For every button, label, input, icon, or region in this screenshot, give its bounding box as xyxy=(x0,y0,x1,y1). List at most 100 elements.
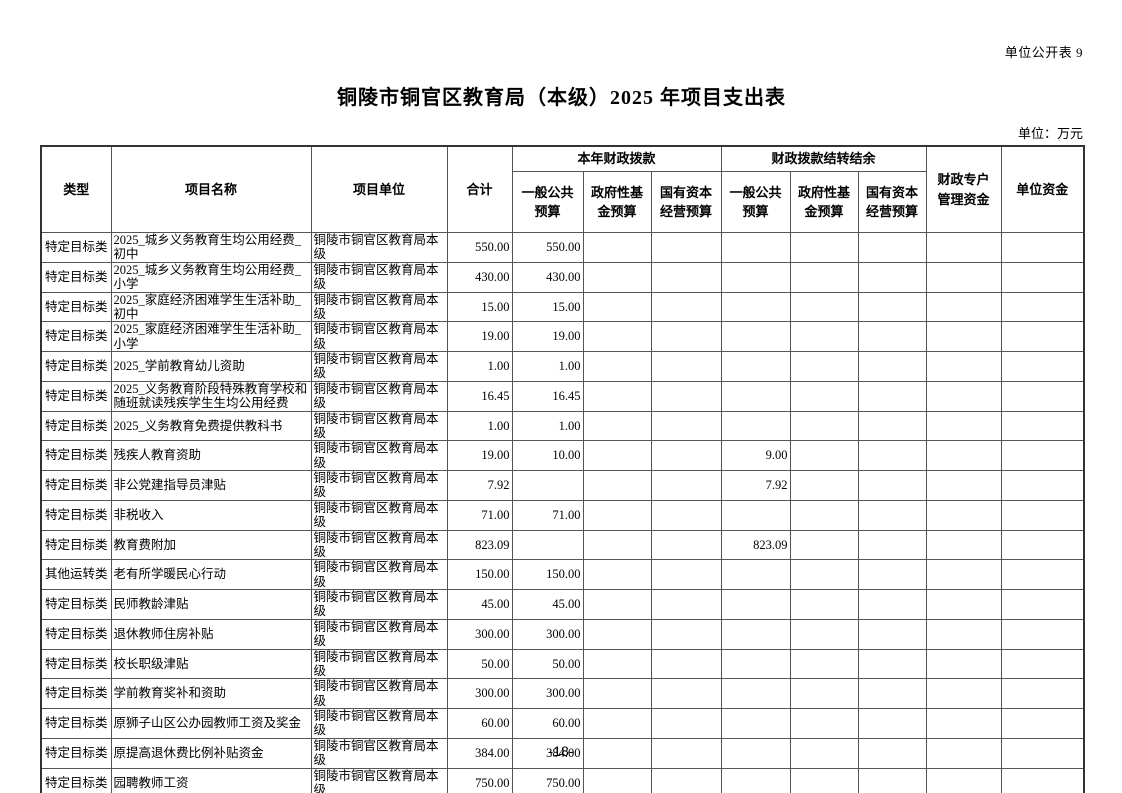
table-row: 特定目标类 2025_城乡义务教育生均公用经费_小学 铜陵市铜官区教育局本级 430.… xyxy=(40,261,1085,293)
table-row: 特定目标类 非税收入 铜陵市铜官区教育局本级 71.00 71.00 xyxy=(40,499,1085,531)
unit-funds-cell xyxy=(1000,767,1085,793)
co-statecap-cell xyxy=(857,529,927,561)
cy-general-cell: 1.00 xyxy=(511,410,584,442)
cy-statecap-cell xyxy=(650,529,722,561)
cy-govfund-cell xyxy=(582,767,652,793)
cy-statecap-cell xyxy=(650,291,722,323)
table-body: 特定目标类 2025_城乡义务教育生均公用经费_初中 铜陵市铜官区教育局本级 550.… xyxy=(40,232,1085,793)
co-govfund-cell xyxy=(789,737,859,769)
project-unit-cell: 铜陵市铜官区教育局本级 xyxy=(310,678,448,709)
unit-funds-cell xyxy=(1000,410,1085,442)
type-cell: 其他运转类 xyxy=(40,559,112,590)
co-statecap-cell xyxy=(857,559,927,590)
table-row: 特定目标类 2025_义务教育免费提供教科书 铜陵市铜官区教育局本级 1.00 1.00 xyxy=(40,410,1085,442)
special-account-cell xyxy=(925,321,1002,352)
cy-general-cell: 1.00 xyxy=(511,351,584,382)
co-statecap-cell xyxy=(857,648,927,680)
cy-govfund-cell xyxy=(582,232,652,263)
cy-govfund-cell xyxy=(582,291,652,323)
cy-general-cell xyxy=(511,470,584,501)
unit-funds-cell xyxy=(1000,291,1085,323)
project-name-cell: 老有所学暖民心行动 xyxy=(110,559,312,590)
table-header: 类型 项目名称 项目单位 合计 本年财政拨款 财政拨款结转结余 财政专户 管理资… xyxy=(40,145,1085,233)
unit-note: 单位：万元 xyxy=(1017,126,1083,141)
table-row: 特定目标类 退休教师住房补贴 铜陵市铜官区教育局本级 300.00 300.00 xyxy=(40,618,1085,650)
project-unit-cell: 铜陵市铜官区教育局本级 xyxy=(310,618,448,650)
cy-general-cell: 430.00 xyxy=(511,261,584,293)
co-govfund-cell xyxy=(789,767,859,793)
co-govfund-cell xyxy=(789,589,859,620)
unit-funds-cell xyxy=(1000,529,1085,561)
co-general-cell xyxy=(720,737,791,769)
cy-govfund-cell xyxy=(582,410,652,442)
cy-govfund-cell xyxy=(582,678,652,709)
special-account-cell xyxy=(925,708,1002,739)
table-row: 特定目标类 原狮子山区公办园教师工资及奖金 铜陵市铜官区教育局本级 60.00 60.0… xyxy=(40,708,1085,739)
co-statecap-cell xyxy=(857,767,927,793)
co-statecap-cell xyxy=(857,351,927,382)
special-account-cell xyxy=(925,351,1002,382)
cy-statecap-cell xyxy=(650,618,722,650)
cy-general-cell: 45.00 xyxy=(511,589,584,620)
special-account-cell xyxy=(925,291,1002,323)
co-govfund-cell xyxy=(789,232,859,263)
special-account-cell xyxy=(925,232,1002,263)
cy-general-cell: 19.00 xyxy=(511,321,584,352)
special-account-cell xyxy=(925,678,1002,709)
unit-funds-cell xyxy=(1000,321,1085,352)
cy-govfund-cell xyxy=(582,648,652,680)
co-govfund-cell xyxy=(789,261,859,293)
header-cy-general-public: 一般公共 预算 xyxy=(511,171,584,233)
project-unit-cell: 铜陵市铜官区教育局本级 xyxy=(310,559,448,590)
project-name-cell: 2025_家庭经济困难学生生活补助_初中 xyxy=(110,291,312,323)
special-account-cell xyxy=(925,529,1002,561)
unit-funds-cell xyxy=(1000,351,1085,382)
type-cell: 特定目标类 xyxy=(40,261,112,293)
special-account-cell xyxy=(925,410,1002,442)
total-cell: 823.09 xyxy=(446,529,513,561)
table-row: 特定目标类 学前教育奖补和资助 铜陵市铜官区教育局本级 300.00 300.00 xyxy=(40,678,1085,709)
unit-funds-cell xyxy=(1000,232,1085,263)
unit-funds-cell xyxy=(1000,589,1085,620)
unit-funds-cell xyxy=(1000,678,1085,709)
total-cell: 430.00 xyxy=(446,261,513,293)
project-unit-cell: 铜陵市铜官区教育局本级 xyxy=(310,589,448,620)
table-row: 特定目标类 2025_家庭经济困难学生生活补助_初中 铜陵市铜官区教育局本级 15.0… xyxy=(40,291,1085,323)
cy-govfund-cell xyxy=(582,529,652,561)
co-general-cell xyxy=(720,321,791,352)
co-statecap-cell xyxy=(857,232,927,263)
header-unit-funds: 单位资金 xyxy=(1000,145,1085,233)
table-row: 特定目标类 园聘教师工资 铜陵市铜官区教育局本级 750.00 750.00 xyxy=(40,767,1085,793)
header-cy-gov-fund: 政府性基 金预算 xyxy=(582,171,652,233)
cy-general-cell: 10.00 xyxy=(511,440,584,471)
table-row: 特定目标类 残疾人教育资助 铜陵市铜官区教育局本级 19.00 10.00 9.00 xyxy=(40,440,1085,471)
cy-general-cell: 300.00 xyxy=(511,618,584,650)
co-govfund-cell xyxy=(789,559,859,590)
project-name-cell: 学前教育奖补和资助 xyxy=(110,678,312,709)
co-govfund-cell xyxy=(789,678,859,709)
cy-statecap-cell xyxy=(650,470,722,501)
cy-general-cell: 384.00 xyxy=(511,737,584,769)
type-cell: 特定目标类 xyxy=(40,648,112,680)
project-unit-cell: 铜陵市铜官区教育局本级 xyxy=(310,767,448,793)
project-unit-cell: 铜陵市铜官区教育局本级 xyxy=(310,321,448,352)
project-name-cell: 非税收入 xyxy=(110,499,312,531)
cy-general-cell: 300.00 xyxy=(511,678,584,709)
co-statecap-cell xyxy=(857,589,927,620)
co-general-cell xyxy=(720,708,791,739)
type-cell: 特定目标类 xyxy=(40,410,112,442)
co-general-cell: 9.00 xyxy=(720,440,791,471)
cy-statecap-cell xyxy=(650,380,722,412)
special-account-cell xyxy=(925,440,1002,471)
co-general-cell xyxy=(720,410,791,442)
cy-govfund-cell xyxy=(582,737,652,769)
type-cell: 特定目标类 xyxy=(40,291,112,323)
project-unit-cell: 铜陵市铜官区教育局本级 xyxy=(310,440,448,471)
type-cell: 特定目标类 xyxy=(40,737,112,769)
project-unit-cell: 铜陵市铜官区教育局本级 xyxy=(310,232,448,263)
co-general-cell xyxy=(720,589,791,620)
total-cell: 550.00 xyxy=(446,232,513,263)
total-cell: 384.00 xyxy=(446,737,513,769)
co-statecap-cell xyxy=(857,737,927,769)
special-account-cell xyxy=(925,589,1002,620)
